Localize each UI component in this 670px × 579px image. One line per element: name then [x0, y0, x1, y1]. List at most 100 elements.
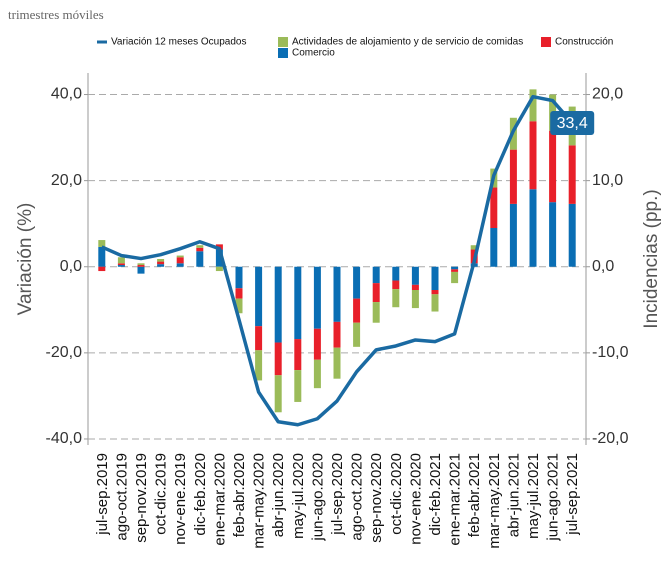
bar [274, 266, 282, 343]
x-tick-label: feb-abr.2021 [466, 453, 483, 537]
y-tick-label: 20,0 [51, 172, 82, 189]
bar [313, 328, 321, 360]
y2-tick-label: -10,0 [592, 344, 629, 361]
bar [176, 255, 184, 258]
x-tick-label: jul-sep.2019 [94, 453, 111, 536]
bar [313, 359, 321, 389]
bar [157, 264, 165, 267]
bar [529, 189, 537, 267]
x-tick-label: jun-ago.2020 [309, 453, 326, 542]
bar [470, 245, 478, 250]
bar [215, 266, 223, 272]
legend-swatch [541, 37, 551, 47]
bar [333, 347, 341, 379]
bar [529, 121, 537, 190]
legend-label: Actividades de alojamiento y de servicio… [292, 37, 523, 48]
y2-tick-label: 0,0 [592, 258, 614, 275]
bar [353, 298, 361, 323]
x-tick-label: abr-jun.2021 [505, 453, 522, 537]
x-tick-label: sep-nov.2020 [368, 453, 385, 543]
bar [353, 322, 361, 347]
bar [490, 187, 498, 228]
x-tick-label: jul-sep.2021 [564, 453, 581, 536]
bar [294, 266, 302, 340]
x-tick-label: ene-mar.2021 [447, 453, 464, 546]
chart-subtitle: trimestres móviles [8, 7, 104, 22]
bar [255, 266, 263, 327]
bar [392, 266, 400, 281]
bar [509, 203, 517, 267]
bar [235, 288, 243, 299]
value-label-box [550, 110, 595, 135]
bar [451, 269, 459, 272]
bar [176, 263, 184, 267]
y2-axis-label: Incidencias (pp.) [641, 189, 662, 328]
bar [568, 145, 576, 204]
bar [157, 261, 165, 265]
bar [294, 370, 302, 402]
bar [196, 245, 204, 248]
bar [176, 257, 184, 264]
value-label: 33,4 [557, 115, 588, 132]
legend-label: Comercio [292, 48, 335, 59]
bar [509, 149, 517, 204]
bar [235, 266, 243, 289]
bar [274, 375, 282, 413]
bar [411, 284, 419, 290]
x-tick-label: nov-ene.2020 [407, 453, 424, 545]
bar [411, 290, 419, 309]
bar [313, 266, 321, 329]
x-tick-label: jul-sep.2020 [329, 453, 346, 536]
x-tick-label: dic-feb.2020 [192, 453, 209, 536]
bar [372, 283, 380, 303]
bar [392, 289, 400, 308]
x-tick-label: ago-oct.2020 [349, 453, 366, 541]
line [101, 94, 574, 427]
bar [451, 266, 459, 270]
bar [117, 257, 125, 264]
y-tick-label: -20,0 [46, 344, 83, 361]
bar [529, 89, 537, 122]
bar [372, 266, 380, 284]
bar [117, 263, 125, 266]
bar [137, 263, 145, 266]
bar [255, 350, 263, 381]
y-tick-label: 40,0 [51, 86, 82, 103]
y-tick-label: -40,0 [46, 430, 83, 447]
bar [490, 228, 498, 267]
x-tick-label: nov-ene.2019 [172, 453, 189, 545]
bar [196, 251, 204, 267]
x-tick-label: may-jul.2020 [290, 453, 307, 539]
legend-label: Construcción [555, 37, 613, 48]
x-tick-label: sep-nov.2019 [133, 453, 150, 543]
bar [431, 290, 439, 295]
bar [98, 240, 106, 247]
y-tick-label: 0,0 [60, 258, 82, 275]
y2-tick-label: 20,0 [592, 86, 623, 103]
bar [549, 202, 557, 267]
x-tick-label: mar-may.2020 [251, 453, 268, 549]
bar [392, 280, 400, 290]
bar [137, 265, 145, 267]
bar [157, 259, 165, 262]
x-tick-label: mar-may.2021 [486, 453, 503, 549]
bar [196, 247, 204, 252]
legend-label: Variación 12 meses Ocupados [111, 37, 246, 48]
legend-swatch [278, 37, 288, 47]
bar [451, 271, 459, 284]
x-tick-label: may-jul.2021 [525, 453, 542, 539]
x-tick-label: dic-feb.2021 [427, 453, 444, 536]
x-tick-label: oct-dic.2019 [153, 453, 170, 535]
y2-tick-label: 10,0 [592, 172, 623, 189]
bar [294, 339, 302, 371]
bar [215, 249, 223, 267]
bar [549, 130, 557, 203]
bar [235, 298, 243, 314]
bar [568, 203, 576, 267]
bar [98, 246, 106, 267]
y-axis-label: Variación (%) [15, 203, 36, 316]
bar [137, 266, 145, 274]
bar [431, 266, 439, 290]
x-tick-label: feb-abr.2020 [231, 453, 248, 537]
